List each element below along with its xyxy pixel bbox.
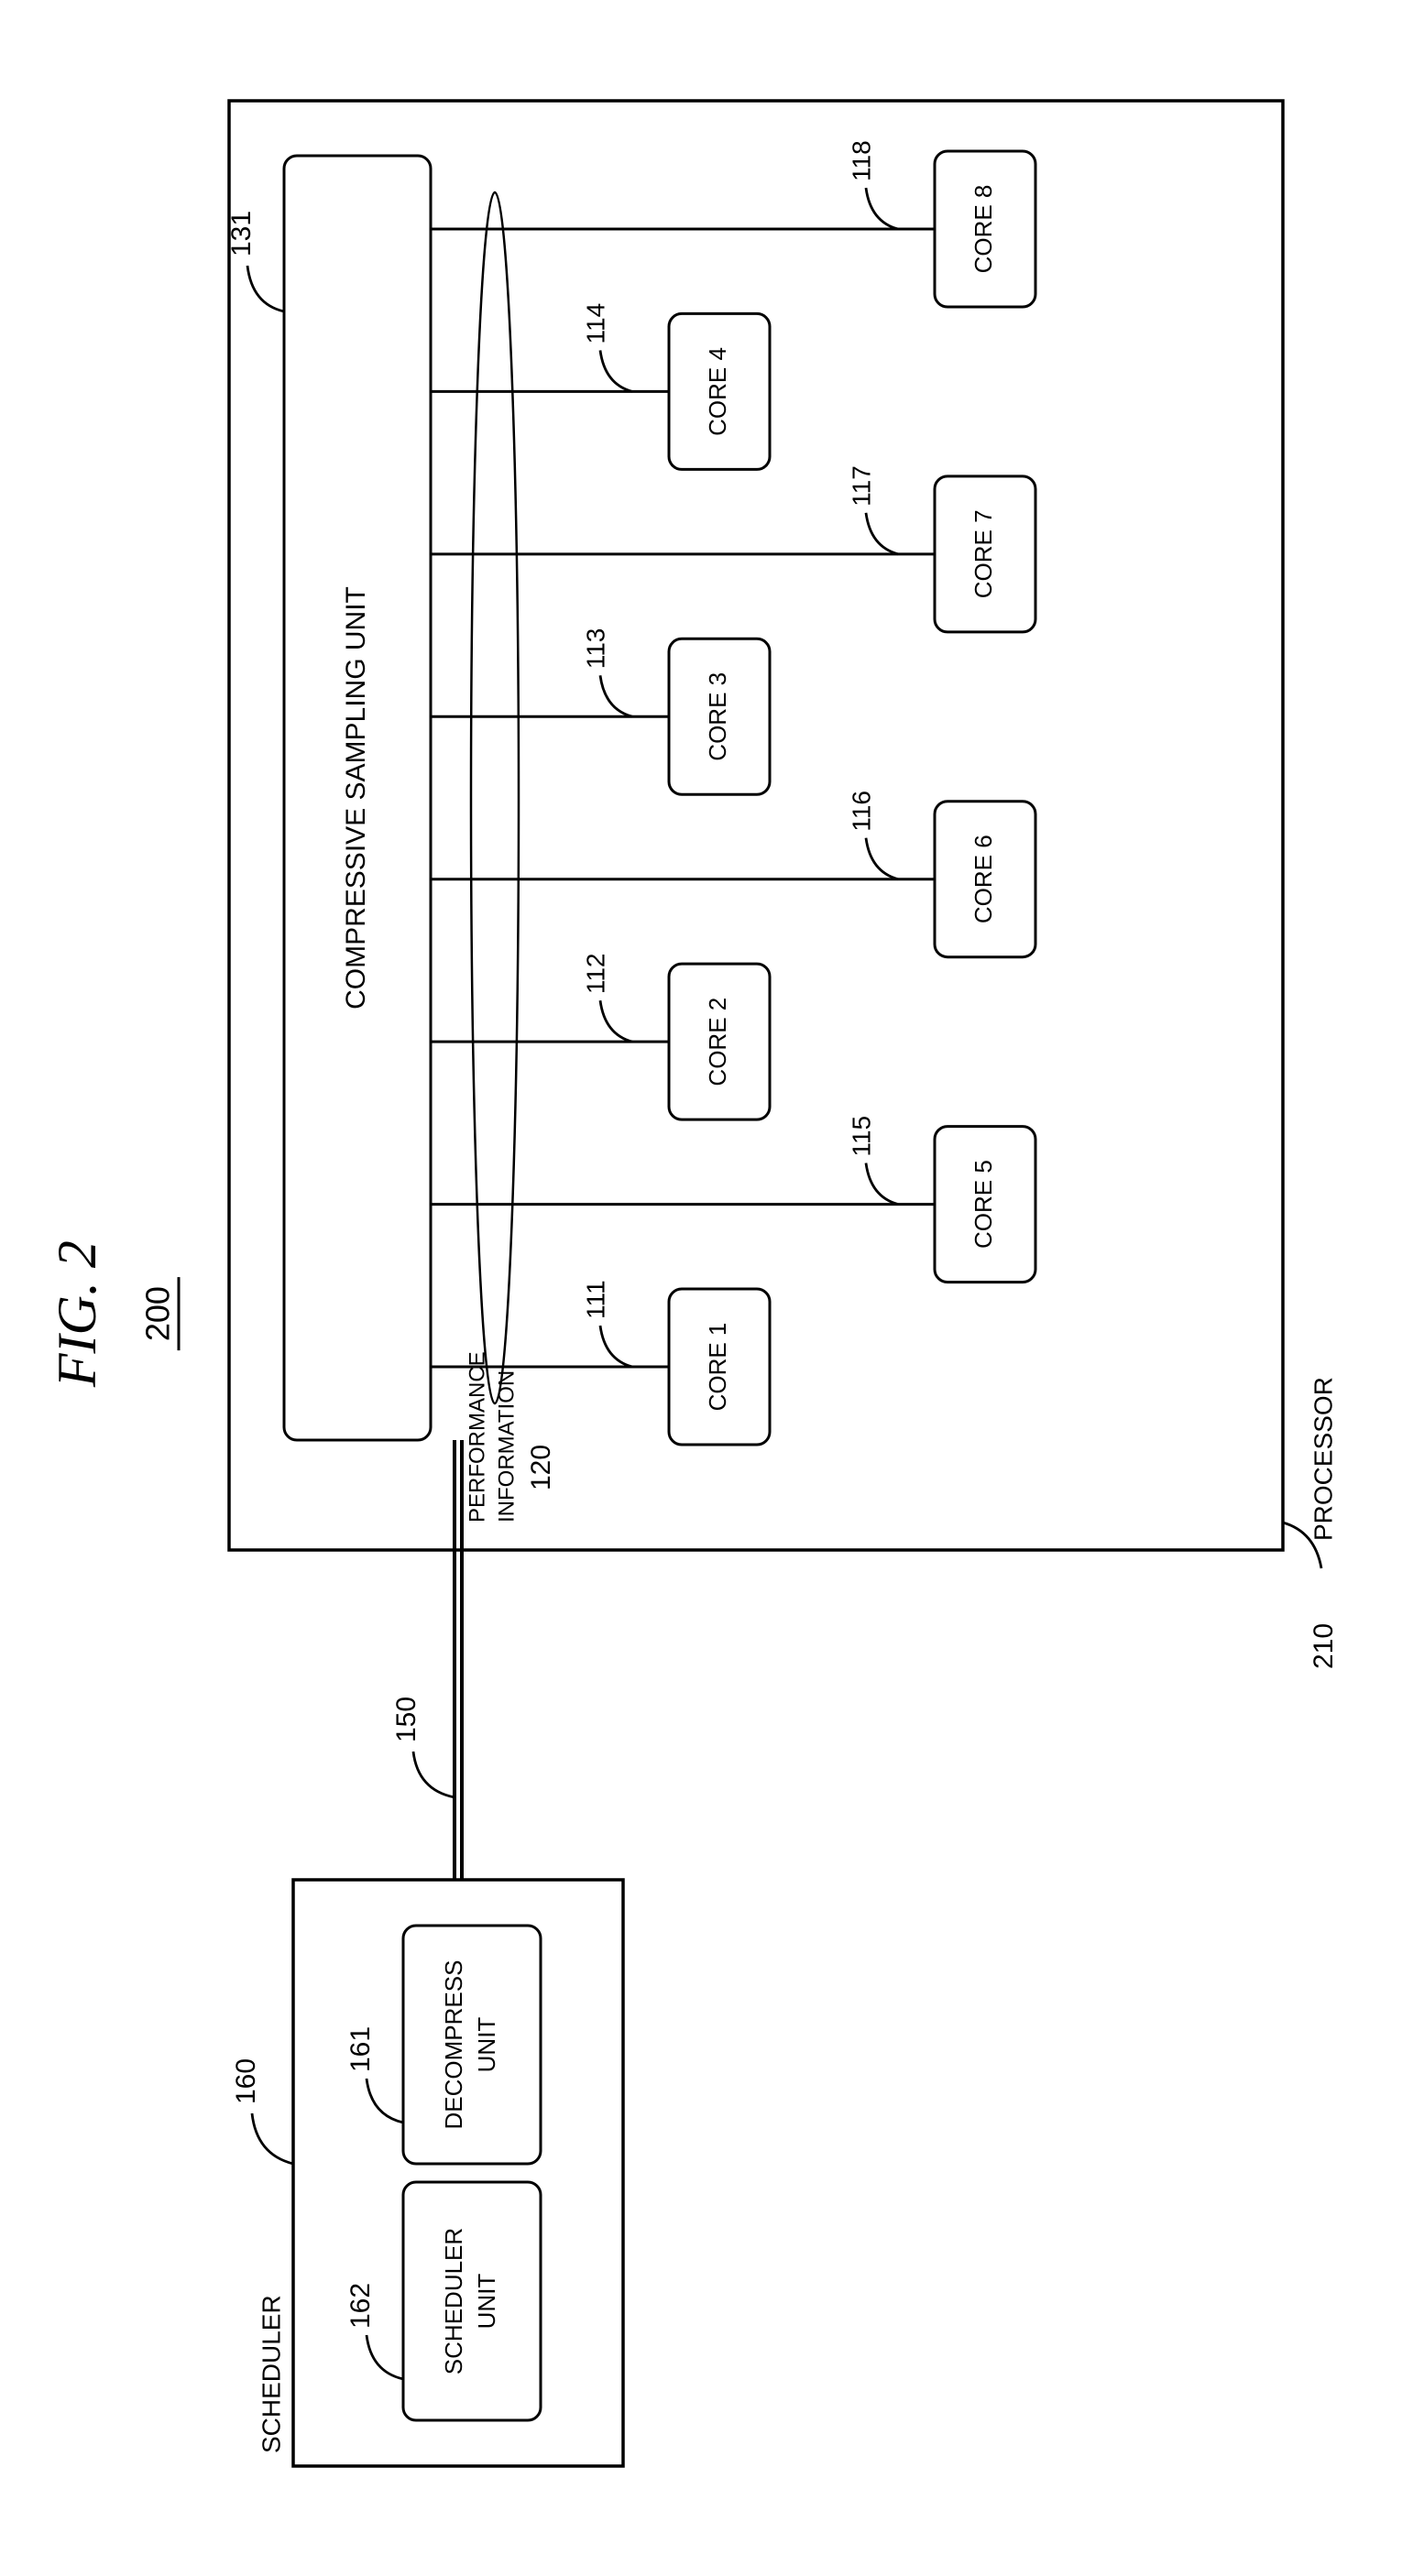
core-label-5: CORE 5 [969, 1160, 997, 1249]
core-ref-4: 114 [581, 303, 609, 344]
perf-info-label2: INFORMATION [494, 1370, 519, 1523]
figure-title: FIG. 2 [47, 1240, 107, 1388]
csu-ref: 131 [226, 211, 257, 257]
core-label-2: CORE 2 [704, 998, 731, 1086]
core-ref-7: 117 [847, 465, 875, 507]
core-ref-2: 112 [581, 954, 609, 995]
perf-info-label1: PERFORMANCE [465, 1351, 489, 1523]
scheduler-ref-lead [252, 2113, 293, 2164]
bus-ref-lead [413, 1752, 455, 1797]
core-ref-5: 115 [847, 1116, 875, 1157]
core-label-4: CORE 4 [704, 347, 731, 436]
processor-ref: 210 [1309, 1623, 1339, 1669]
perf-info-ref: 120 [526, 1445, 556, 1490]
processor-title: PROCESSOR [1309, 1377, 1337, 1541]
scheduler-unit-ref: 162 [345, 2283, 376, 2329]
decompress-unit-label1: DECOMPRESS [440, 1960, 467, 2130]
scheduler-ref: 160 [231, 2058, 261, 2104]
figure-ref: 200 [139, 1286, 177, 1341]
core-ref-6: 116 [847, 791, 875, 832]
core-label-6: CORE 6 [969, 835, 997, 923]
scheduler-unit-label2: UNIT [473, 2274, 500, 2330]
core-label-7: CORE 7 [969, 509, 997, 598]
core-ref-8: 118 [847, 140, 875, 181]
core-label-8: CORE 8 [969, 185, 997, 274]
core-label-3: CORE 3 [704, 672, 731, 761]
bus-ref: 150 [391, 1697, 422, 1742]
scheduler-unit-label1: SCHEDULER [440, 2228, 467, 2374]
core-ref-3: 113 [581, 628, 609, 670]
core-ref-1: 111 [581, 1280, 609, 1319]
compressive-sampling-unit-label: COMPRESSIVE SAMPLING UNIT [341, 586, 371, 1010]
core-label-1: CORE 1 [704, 1323, 731, 1412]
decompress-unit-label2: UNIT [473, 2017, 500, 2073]
decompress-unit-ref: 161 [345, 2026, 376, 2072]
scheduler-title: SCHEDULER [257, 2295, 285, 2453]
